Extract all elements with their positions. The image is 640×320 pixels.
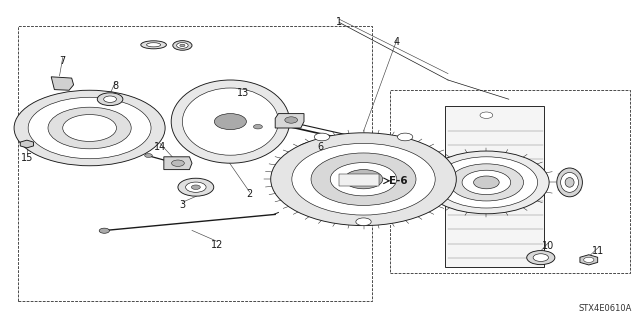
Bar bbox=[390, 90, 630, 273]
Text: 7: 7 bbox=[60, 56, 66, 66]
Circle shape bbox=[584, 257, 594, 262]
Circle shape bbox=[424, 151, 549, 214]
Ellipse shape bbox=[173, 41, 192, 50]
Text: E-6: E-6 bbox=[389, 176, 408, 186]
Circle shape bbox=[462, 170, 511, 195]
Circle shape bbox=[48, 107, 131, 149]
Text: 12: 12 bbox=[211, 240, 224, 250]
Bar bbox=[18, 26, 372, 301]
Text: 15: 15 bbox=[20, 153, 33, 164]
Ellipse shape bbox=[177, 43, 188, 48]
Ellipse shape bbox=[565, 178, 574, 187]
Polygon shape bbox=[20, 140, 33, 148]
Circle shape bbox=[285, 117, 298, 123]
Circle shape bbox=[474, 176, 499, 189]
Circle shape bbox=[14, 90, 165, 166]
Circle shape bbox=[527, 251, 555, 265]
Circle shape bbox=[330, 163, 397, 196]
Ellipse shape bbox=[172, 80, 289, 163]
Circle shape bbox=[186, 182, 206, 192]
Circle shape bbox=[533, 254, 548, 261]
Polygon shape bbox=[580, 255, 598, 265]
Circle shape bbox=[480, 112, 493, 118]
Circle shape bbox=[294, 141, 346, 166]
Polygon shape bbox=[275, 114, 304, 128]
Text: 1: 1 bbox=[336, 17, 342, 28]
Text: 8: 8 bbox=[112, 81, 118, 92]
FancyBboxPatch shape bbox=[445, 106, 544, 267]
Circle shape bbox=[178, 178, 214, 196]
Circle shape bbox=[303, 145, 337, 162]
Ellipse shape bbox=[147, 43, 161, 47]
Circle shape bbox=[311, 153, 416, 205]
Text: 14: 14 bbox=[154, 142, 166, 152]
Ellipse shape bbox=[182, 88, 278, 155]
Text: 10: 10 bbox=[542, 241, 555, 252]
Circle shape bbox=[314, 133, 330, 141]
Circle shape bbox=[104, 96, 116, 102]
Text: 3: 3 bbox=[179, 200, 186, 210]
Circle shape bbox=[253, 124, 262, 129]
Circle shape bbox=[172, 160, 184, 166]
Text: 13: 13 bbox=[237, 88, 250, 98]
Text: 11: 11 bbox=[592, 246, 605, 256]
Text: 2: 2 bbox=[246, 188, 253, 199]
Circle shape bbox=[435, 157, 538, 208]
Circle shape bbox=[292, 143, 435, 215]
Circle shape bbox=[63, 115, 116, 141]
Ellipse shape bbox=[180, 44, 185, 47]
Text: 4: 4 bbox=[394, 36, 400, 47]
Circle shape bbox=[344, 170, 383, 189]
Ellipse shape bbox=[561, 172, 579, 192]
Text: STX4E0610A: STX4E0610A bbox=[579, 304, 632, 313]
Circle shape bbox=[214, 114, 246, 130]
Circle shape bbox=[271, 133, 456, 226]
Circle shape bbox=[311, 149, 329, 158]
Text: 6: 6 bbox=[317, 142, 323, 152]
Polygon shape bbox=[164, 157, 192, 170]
Circle shape bbox=[97, 93, 123, 106]
Circle shape bbox=[145, 154, 152, 157]
Circle shape bbox=[449, 164, 524, 201]
Bar bbox=[339, 174, 379, 186]
Polygon shape bbox=[51, 77, 74, 90]
Circle shape bbox=[356, 218, 371, 226]
Ellipse shape bbox=[141, 41, 166, 49]
Circle shape bbox=[99, 228, 109, 233]
Circle shape bbox=[28, 97, 151, 159]
Circle shape bbox=[191, 185, 200, 189]
Ellipse shape bbox=[557, 168, 582, 197]
Circle shape bbox=[397, 133, 413, 141]
